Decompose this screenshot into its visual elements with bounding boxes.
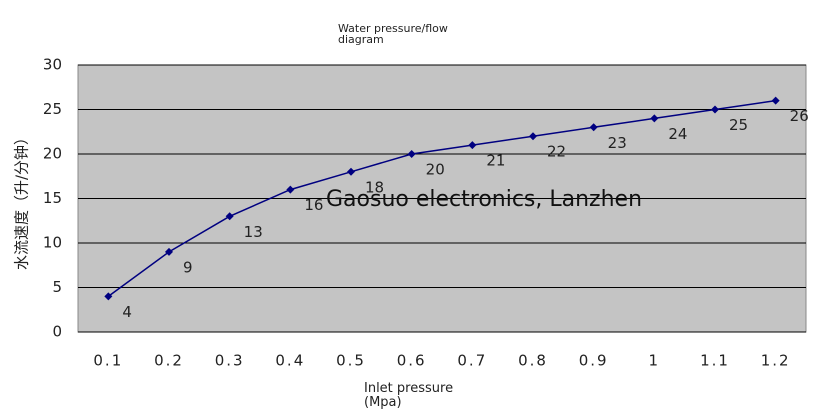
data-label: 13 <box>244 223 263 241</box>
y-tick-label: 10 <box>43 234 62 252</box>
marker <box>650 114 659 123</box>
x-axis-label: Inlet pressure (Mpa) <box>364 381 454 410</box>
x-tick-label: 1 <box>649 352 661 370</box>
x-tick-label: 0.4 <box>275 352 305 370</box>
data-label: 25 <box>729 116 748 134</box>
y-tick-label: 20 <box>43 145 62 163</box>
y-tick-label: 15 <box>43 189 62 207</box>
y-tick-label: 30 <box>43 56 62 74</box>
marker <box>407 150 416 158</box>
x-tick-label: 1.2 <box>761 352 791 370</box>
data-label: 18 <box>365 178 384 196</box>
x-tick-label: 0.8 <box>518 352 548 370</box>
data-label: 20 <box>426 161 445 179</box>
x-tick-label: 0.7 <box>457 352 487 370</box>
y-tick-label: 0 <box>52 323 62 341</box>
x-tick-label: 0.2 <box>154 352 184 370</box>
x-tick-label: 0.9 <box>579 352 609 370</box>
marker <box>347 167 355 176</box>
marker <box>104 292 113 301</box>
x-tick-label: 0.6 <box>397 352 427 370</box>
y-tick-label: 25 <box>43 100 62 118</box>
marker <box>771 96 780 105</box>
marker <box>165 247 173 256</box>
line <box>107 99 776 298</box>
x-tick-label: 0.5 <box>336 352 366 370</box>
annotation: Gaosuo electronics, Lanzhen <box>326 187 643 212</box>
marker <box>225 212 234 221</box>
data-label: 21 <box>486 152 505 170</box>
marker <box>286 185 295 194</box>
x-tick-label: 1.1 <box>700 352 730 370</box>
data-label: 26 <box>790 107 809 125</box>
data-label: 23 <box>608 134 627 152</box>
y-tick-label: 5 <box>52 278 62 296</box>
chart-title: Water pressure/flow diagram <box>338 22 448 46</box>
x-tick-label: 0.3 <box>215 352 245 370</box>
marker <box>711 105 719 114</box>
data-label: 16 <box>304 196 323 214</box>
marker <box>468 141 477 150</box>
marker <box>529 132 537 141</box>
data-label: 22 <box>547 143 566 161</box>
data-label: 24 <box>668 125 687 143</box>
data-label: 9 <box>183 258 193 276</box>
marker <box>589 123 598 132</box>
data-label: 4 <box>122 303 132 321</box>
x-tick-label: 0.1 <box>93 352 123 370</box>
y-axis-label: 水流速度（升/分钟） <box>13 130 31 270</box>
